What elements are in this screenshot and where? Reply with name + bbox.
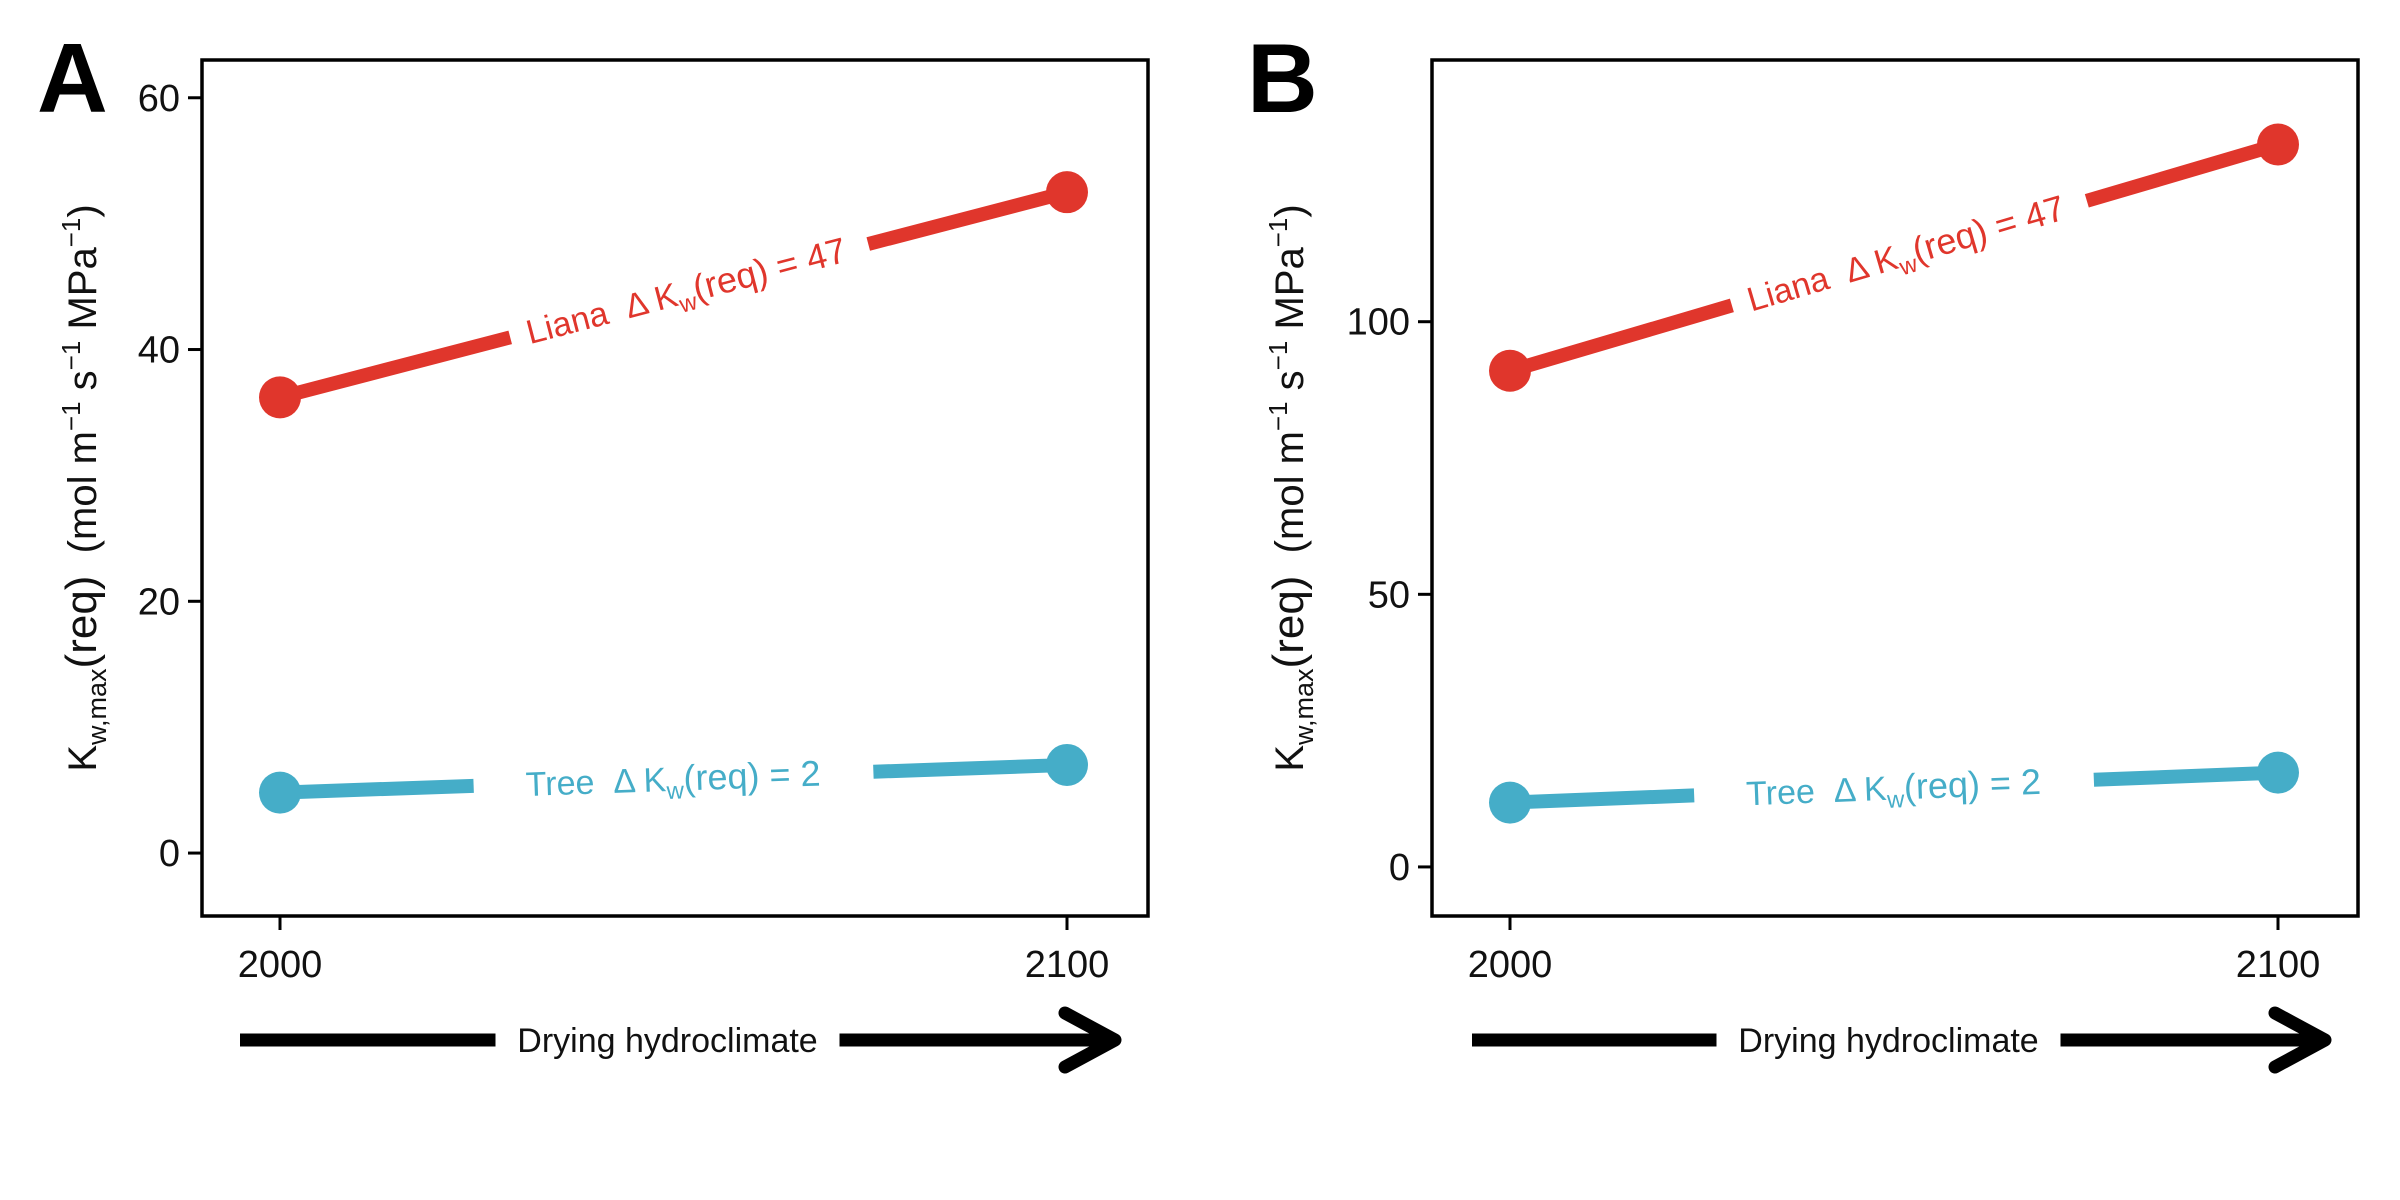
y-label-exp: −1 bbox=[1263, 218, 1293, 248]
y-tick-label: 60 bbox=[138, 78, 180, 120]
series-tree: Tree Δ Kw(req) = 2 bbox=[259, 743, 1088, 814]
y-label-main: K bbox=[1268, 745, 1312, 772]
y-label-units: (mol m bbox=[61, 431, 105, 575]
panel-letter: A bbox=[37, 23, 108, 133]
y-label-exp: −1 bbox=[1263, 341, 1293, 371]
x-tick-label: 2100 bbox=[1025, 944, 1110, 986]
data-point-tree bbox=[259, 771, 301, 814]
delta-expr: (req) = 47 bbox=[1907, 187, 2069, 271]
series-line-tree bbox=[2093, 765, 2279, 787]
series-liana: Liana Δ Kw(req) = 47 bbox=[1489, 123, 2299, 392]
chart-panel-b: B 0 50 100 2000 2100 Kw,max(req) (mol m−1 s−1 … bbox=[1247, 23, 2360, 1074]
series-tree: Tree Δ Kw(req) = 2 bbox=[1489, 751, 2299, 824]
y-label-exp: −1 bbox=[56, 218, 86, 248]
series-line-liana bbox=[1508, 298, 1734, 378]
series-name: Tree Δ K bbox=[525, 761, 667, 804]
arrow-head bbox=[1058, 1006, 1122, 1074]
y-label-main: K bbox=[61, 745, 105, 772]
series-line-tree bbox=[873, 757, 1068, 779]
y-label-units: (mol m bbox=[1268, 431, 1312, 575]
y-tick-label: 20 bbox=[138, 581, 180, 623]
series-annotation-tree: Tree Δ Kw(req) = 2 bbox=[1745, 761, 2042, 819]
series-line-liana bbox=[278, 330, 512, 405]
series-liana: Liana Δ Kw(req) = 47 bbox=[259, 171, 1088, 419]
y-label-exp: −1 bbox=[1263, 401, 1293, 431]
plot-frame bbox=[200, 58, 1150, 918]
x-tick-label: 2100 bbox=[2236, 944, 2321, 986]
series-name: Liana Δ K bbox=[522, 276, 682, 352]
x-tick-label: 2000 bbox=[238, 944, 323, 986]
drying-arrow: Drying hydroclimate bbox=[240, 1006, 1122, 1074]
y-label-units: MPa bbox=[61, 247, 105, 341]
panel-letter: B bbox=[1247, 23, 1318, 133]
y-tick-label: 40 bbox=[138, 330, 180, 372]
drying-arrow: Drying hydroclimate bbox=[1472, 1006, 2332, 1074]
y-label-units: MPa bbox=[1268, 247, 1312, 341]
y-label-exp: −1 bbox=[56, 401, 86, 431]
y-tick-label: 100 bbox=[1347, 302, 1410, 344]
y-axis-label: Kw,max(req) (mol m−1 s−1 MPa−1) bbox=[1263, 204, 1319, 771]
y-label-units: s bbox=[61, 370, 105, 401]
series-annotation-liana: Liana Δ Kw(req) = 47 bbox=[1742, 187, 2071, 325]
arrow-label: Drying hydroclimate bbox=[517, 1022, 817, 1060]
data-point-liana bbox=[2257, 123, 2299, 166]
delta-expr: (req) = 47 bbox=[688, 229, 850, 308]
series-line-tree bbox=[279, 778, 474, 800]
series-line-liana bbox=[2084, 137, 2280, 208]
y-label-units: ) bbox=[61, 204, 105, 217]
data-point-tree bbox=[1489, 781, 1531, 824]
y-axis-label: Kw,max(req) (mol m−1 s−1 MPa−1) bbox=[56, 204, 112, 771]
series-annotation-liana: Liana Δ Kw(req) = 47 bbox=[522, 229, 853, 358]
series-annotation-tree: Tree Δ Kw(req) = 2 bbox=[525, 753, 821, 810]
y-tick-label: 0 bbox=[1389, 847, 1410, 889]
series-line-tree bbox=[1509, 788, 1695, 810]
plot-frame bbox=[1430, 58, 2360, 918]
data-point-liana bbox=[1489, 349, 1531, 392]
y-label-sub: w,max bbox=[82, 668, 112, 746]
x-tick-label: 2000 bbox=[1468, 944, 1553, 986]
arrow-head bbox=[2268, 1006, 2332, 1074]
y-label-req: (req) bbox=[57, 576, 106, 669]
y-label-units: s bbox=[1268, 370, 1312, 401]
arrow-label: Drying hydroclimate bbox=[1738, 1022, 2038, 1060]
delta-expr: (req) = 2 bbox=[683, 753, 821, 799]
data-point-liana bbox=[1046, 171, 1088, 214]
series-line-liana bbox=[866, 185, 1069, 251]
data-point-tree bbox=[1046, 743, 1088, 786]
data-point-liana bbox=[259, 376, 301, 419]
delta-expr: (req) = 2 bbox=[1903, 761, 2042, 807]
delta-sub: w bbox=[665, 777, 685, 805]
y-tick-label: 0 bbox=[159, 833, 180, 875]
series-name: Liana Δ K bbox=[1743, 239, 1903, 319]
series-name: Tree Δ K bbox=[1745, 770, 1887, 813]
y-label-exp: −1 bbox=[56, 341, 86, 371]
y-label-sub: w,max bbox=[1289, 668, 1319, 746]
y-tick-label: 50 bbox=[1368, 574, 1410, 616]
delta-sub: w bbox=[1886, 786, 1906, 814]
y-label-req: (req) bbox=[1264, 576, 1313, 669]
y-label-units: ) bbox=[1268, 204, 1312, 217]
data-point-tree bbox=[2257, 751, 2299, 794]
